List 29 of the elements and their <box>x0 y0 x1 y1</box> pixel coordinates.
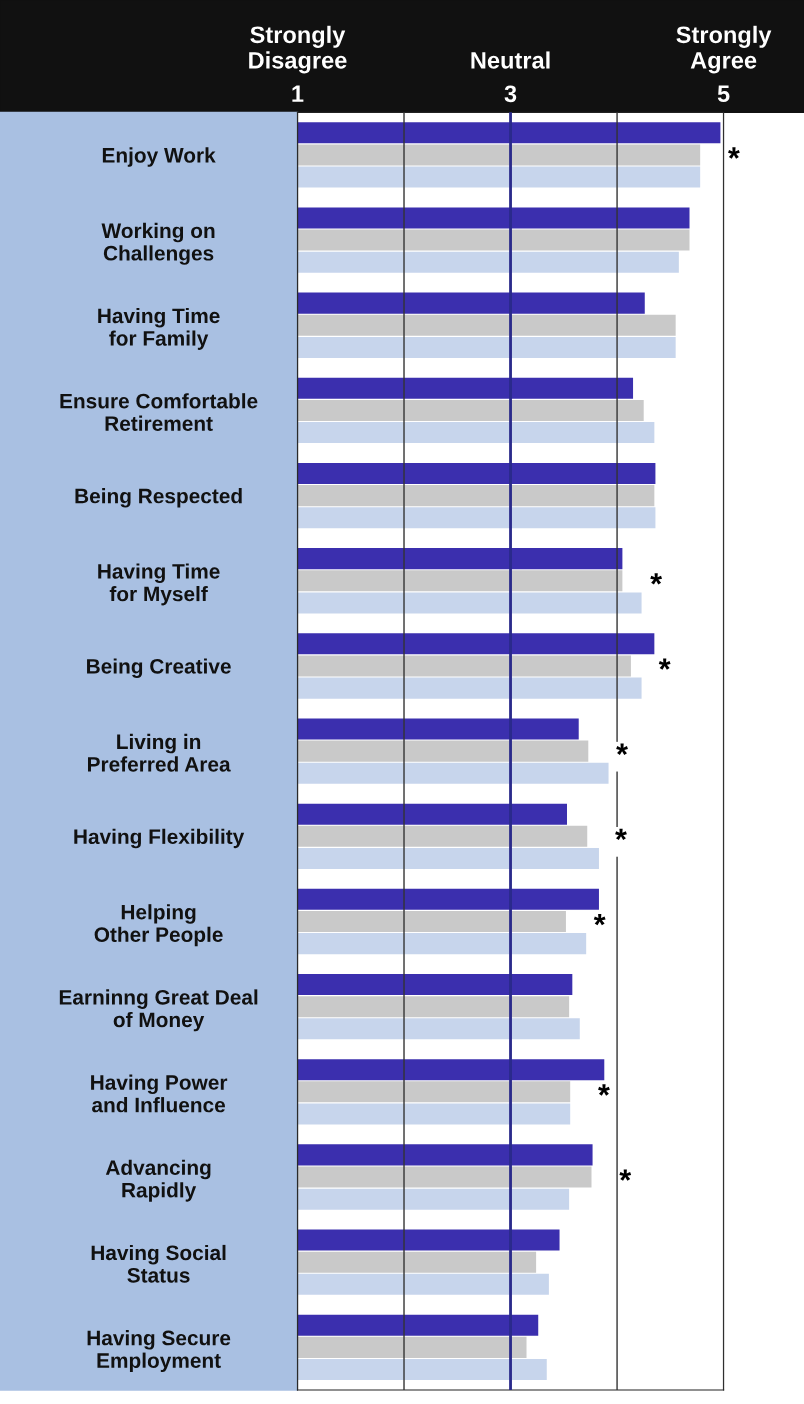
annotation: * <box>658 658 671 670</box>
text: Strongly Agree <box>676 25 772 74</box>
text: Neutral <box>471 51 550 69</box>
y-tick-label: Having Secure Employment <box>87 1330 231 1373</box>
y-tick-label: Earninng Great Deal of Money <box>59 989 258 1032</box>
y-tick-label: Working on Challenges <box>101 222 215 265</box>
y-tick-label: Being Respected <box>75 488 242 508</box>
y-tick-label: Enjoy Work <box>102 147 216 167</box>
y-tick-label: Ensure Comfortable Retirement <box>60 393 258 431</box>
x-tick-label: 5 <box>717 85 730 103</box>
y-tick-label: Having Time for Family <box>98 307 220 350</box>
annotation: * <box>615 828 627 841</box>
annotation: * <box>598 1084 610 1096</box>
annotation: * <box>650 573 663 585</box>
x-tick-label: 3 <box>504 85 517 103</box>
y-tick-label: Being Creative <box>87 658 231 678</box>
annotation: * <box>616 743 628 755</box>
y-tick-label: Having Time for Myself <box>98 563 220 606</box>
annotation: * <box>593 913 606 926</box>
y-tick-label: Advancing Rapidly <box>105 1159 211 1202</box>
annotation: * <box>728 147 740 159</box>
y-tick-label: Having Power and Influence <box>91 1074 228 1113</box>
annotation: * <box>619 1169 632 1181</box>
y-tick-label: Having Social Status <box>91 1244 226 1283</box>
y-tick-label: Living in Preferred Area <box>88 733 231 772</box>
y-tick-label: Having Flexibility <box>74 828 245 849</box>
y-tick-label: Helping Other People <box>94 904 223 947</box>
x-tick-label: 1 <box>292 85 304 102</box>
text: Strongly Disagree <box>249 25 347 74</box>
